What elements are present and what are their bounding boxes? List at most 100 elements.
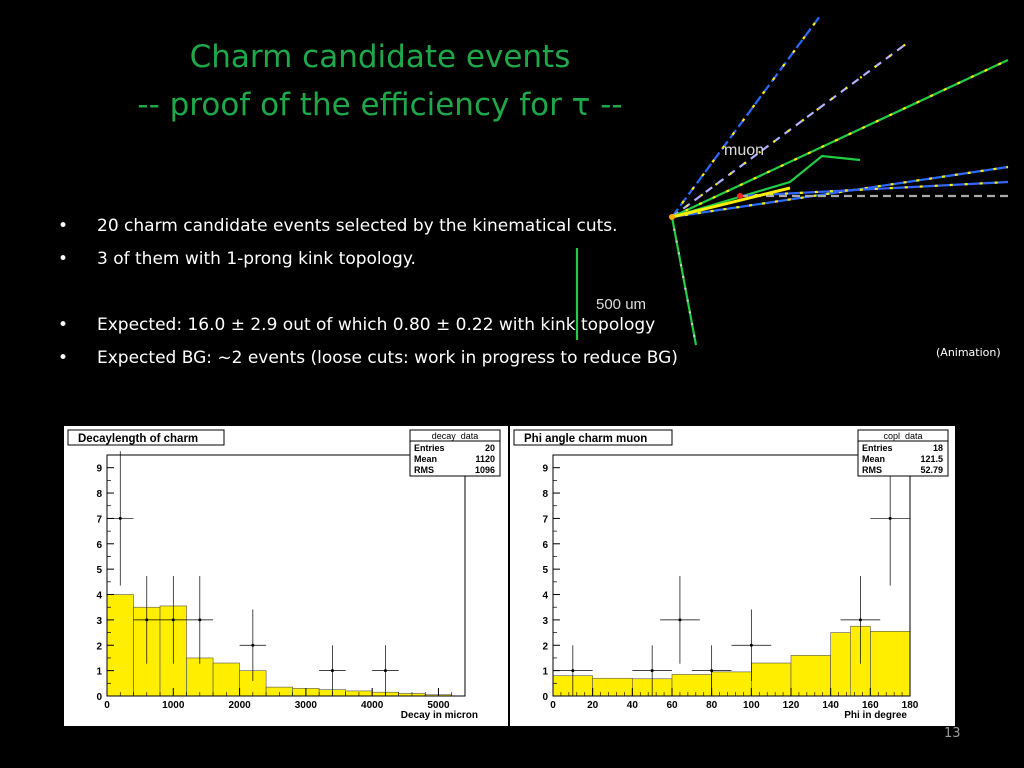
histogram-phi-panel: 0 1 2 3 4 5 6 7 8 9 0 20 40 60 80 100 120 140 160 180 Phi a… [510,426,955,726]
x-tick-label: 140 [822,700,839,711]
y-tick-label: 1 [542,667,548,678]
stats-value: 1096 [475,465,495,475]
data-point [749,643,753,647]
y-tick-label: 1 [96,667,102,678]
bullet-text: 20 charm candidate events selected by th… [97,216,618,236]
histogram-decaylength-panel: 0 1 2 3 4 5 6 7 8 9 0 1000 2000 3000 4000 5000 Decaylen… [64,426,508,726]
stats-value: 121.5 [920,454,943,464]
x-tick-label: 0 [550,700,556,711]
x-axis-label: Phi in degree [844,710,907,721]
histogram-bar [671,674,712,697]
stats-label: Mean [414,454,437,464]
data-point [251,643,255,647]
data-point [198,618,202,622]
histogram-bar [870,631,911,697]
data-point [330,669,334,673]
y-tick-label: 4 [96,591,102,602]
data-point [888,516,892,520]
y-tick-label: 5 [542,565,548,576]
bullet-text: Expected: 16.0 ± 2.9 out of which 0.80 ±… [97,315,656,335]
y-tick-label: 8 [542,489,548,500]
slide-title-line2: -- proof of the efficiency for τ -- [137,87,623,123]
x-tick-label: 1000 [162,700,185,711]
x-tick-label: 100 [743,700,760,711]
y-tick-label: 7 [542,514,548,525]
histogram-bar [790,655,831,697]
x-tick-label: 2000 [228,700,251,711]
y-tick-label: 3 [96,616,102,627]
scale-label: 500 um [596,296,647,313]
x-tick-label: 180 [902,700,919,711]
bullet-dot-icon: • [58,216,69,236]
stats-value: 20 [485,443,495,453]
histogram-title-box [513,429,673,446]
data-point [650,669,654,673]
y-tick-label: 5 [96,565,102,576]
stats-name: copl_data [883,431,922,441]
histogram-title-box [67,429,225,446]
x-tick-label: 60 [666,700,678,711]
data-point [118,516,122,520]
stats-label: Mean [862,454,885,464]
bullet-dot-icon: • [58,315,69,335]
data-point [858,618,862,622]
bullet-text: Expected BG: ~2 events (loose cuts: work… [97,348,678,368]
x-tick-label: 20 [587,700,599,711]
x-axis-label: Decay in micron [401,710,478,721]
stats-label: Entries [862,443,893,453]
animation-note: (Animation) [936,346,1001,359]
stats-box [857,429,949,477]
stats-label: RMS [862,465,882,475]
stats-value: 18 [933,443,943,453]
y-tick-label: 0 [542,692,548,703]
plot-frame [106,454,466,697]
x-tick-label: 80 [706,700,718,711]
y-tick-label: 4 [542,591,548,602]
page-number: 13 [944,726,961,741]
stats-value: 52.79 [920,465,943,475]
stats-label: RMS [414,465,434,475]
histogram-decaylength: 0 1 2 3 4 5 6 7 8 9 0 1000 2000 3000 4000 5000 Decaylen… [67,429,501,721]
histogram-phi: 0 1 2 3 4 5 6 7 8 9 0 20 40 60 80 100 120 140 160 180 Phi a… [513,429,949,721]
x-tick-label: 0 [104,700,110,711]
bullet-text: 3 of them with 1-prong kink topology. [97,249,416,269]
x-tick-label: 4000 [361,700,384,711]
plot-frame [552,454,911,697]
y-tick-label: 8 [96,489,102,500]
x-tick-label: 5000 [427,700,450,711]
histogram-bar [212,662,240,697]
stats-label: Entries [414,443,445,453]
stats-box [409,429,501,477]
stats-name: decay_data [432,431,479,441]
y-tick-label: 0 [96,692,102,703]
data-point [571,669,575,673]
data-point [383,669,387,673]
slide-title-line1: Charm candidate events [189,39,571,75]
x-tick-label: 3000 [295,700,318,711]
y-tick-label: 6 [542,540,548,551]
y-tick-label: 6 [96,540,102,551]
histogram-bar [751,662,792,697]
y-tick-label: 3 [542,616,548,627]
data-point [678,618,682,622]
y-tick-label: 2 [542,641,548,652]
data-point [710,669,714,673]
event-display-image [575,15,1009,346]
histogram-title: Decaylength of charm [78,433,198,445]
x-tick-label: 40 [627,700,639,711]
y-tick-label: 2 [96,641,102,652]
bullet-dot-icon: • [58,348,69,368]
x-tick-label: 160 [862,700,879,711]
data-point [145,618,149,622]
bullet-dot-icon: • [58,249,69,269]
muon-label: muon [724,142,765,159]
histogram-bar [711,671,752,697]
y-tick-label: 9 [542,464,548,475]
y-tick-label: 7 [96,514,102,525]
histogram-title: Phi angle charm muon [524,433,647,445]
histogram-bar [592,677,633,697]
data-point [171,618,175,622]
stats-value: 1120 [475,454,495,464]
x-tick-label: 120 [783,700,800,711]
track-lines [575,15,1009,346]
